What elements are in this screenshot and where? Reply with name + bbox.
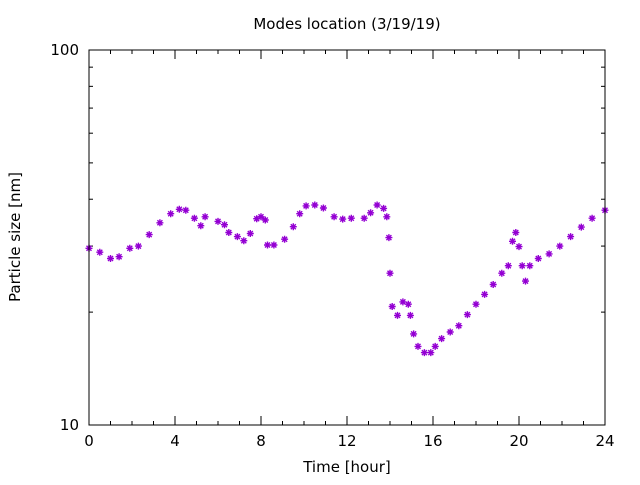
y-axis-title: Particle size [nm]: [6, 172, 24, 302]
x-axis-title: Time [hour]: [302, 458, 391, 476]
data-point: [289, 223, 297, 231]
data-point: [281, 235, 289, 243]
data-point: [545, 250, 553, 258]
data-point: [446, 328, 454, 336]
data-point: [145, 231, 153, 239]
data-point: [167, 210, 175, 218]
data-point: [347, 214, 355, 222]
x-tick-label: 20: [509, 432, 528, 450]
data-point: [240, 237, 248, 245]
data-point: [225, 229, 233, 236]
x-tick-label: 24: [595, 432, 614, 450]
data-point: [556, 242, 564, 250]
data-point: [406, 311, 414, 319]
data-point: [261, 216, 269, 224]
data-point: [257, 213, 265, 221]
data-point: [270, 241, 278, 249]
data-point: [330, 213, 338, 221]
data-point: [489, 281, 497, 288]
data-point: [512, 229, 520, 236]
data-point: [518, 262, 526, 270]
data-point: [588, 214, 596, 222]
x-tick-label: 16: [423, 432, 442, 450]
data-point: [253, 215, 261, 223]
data-point: [190, 214, 198, 222]
data-point: [386, 269, 394, 277]
data-point: [420, 349, 428, 357]
data-point: [534, 255, 542, 262]
data-point: [296, 210, 304, 218]
data-point: [463, 311, 471, 319]
data-point: [504, 262, 512, 270]
data-point: [367, 209, 375, 217]
data-point: [399, 298, 407, 306]
data-point: [394, 311, 401, 319]
data-point: [438, 335, 446, 343]
data-point: [201, 213, 209, 221]
data-point: [233, 233, 241, 241]
data-point: [319, 204, 327, 212]
x-tick-label: 4: [170, 432, 180, 450]
data-point: [431, 342, 439, 350]
data-point: [526, 262, 534, 270]
data-point: [126, 244, 134, 252]
x-tick-label: 0: [84, 432, 94, 450]
data-point: [509, 237, 516, 245]
data-point: [214, 217, 222, 225]
data-point: [388, 303, 396, 310]
data-point: [380, 204, 388, 212]
data-point: [156, 219, 164, 227]
data-point: [360, 214, 368, 222]
data-point: [427, 349, 435, 357]
x-tick-label: 8: [256, 432, 266, 450]
y-tick-label: 100: [50, 41, 79, 59]
axis-ticks: 0 4 8 12 16 20 24 10 100: [50, 41, 614, 450]
data-point: [246, 230, 254, 237]
data-point: [577, 223, 585, 231]
data-point: [383, 213, 391, 221]
data-point: [302, 202, 310, 210]
data-point: [339, 215, 347, 223]
x-tick-label: 12: [337, 432, 356, 450]
data-point: [134, 242, 142, 250]
data-point: [115, 253, 123, 261]
y-tick-label: 10: [60, 416, 79, 434]
data-point: [96, 248, 104, 256]
data-point: [175, 205, 183, 213]
data-point: [472, 300, 480, 308]
chart-title: Modes location (3/19/19): [253, 15, 440, 33]
data-point: [515, 243, 523, 251]
data-point: [385, 234, 393, 242]
data-point: [182, 206, 190, 214]
data-point: [311, 201, 319, 209]
data-point: [498, 269, 506, 277]
data-point: [522, 277, 529, 285]
data-point: [414, 342, 422, 350]
data-point: [373, 201, 381, 209]
data-point: [410, 330, 418, 338]
data-point: [197, 222, 205, 230]
data-point: [481, 290, 489, 298]
plot-border: [88, 49, 606, 426]
data-point: [264, 241, 271, 249]
data-point: [567, 233, 575, 241]
data-point: [107, 255, 114, 262]
data-point: [455, 322, 463, 330]
data-point: [404, 300, 412, 308]
data-point: [221, 221, 228, 229]
